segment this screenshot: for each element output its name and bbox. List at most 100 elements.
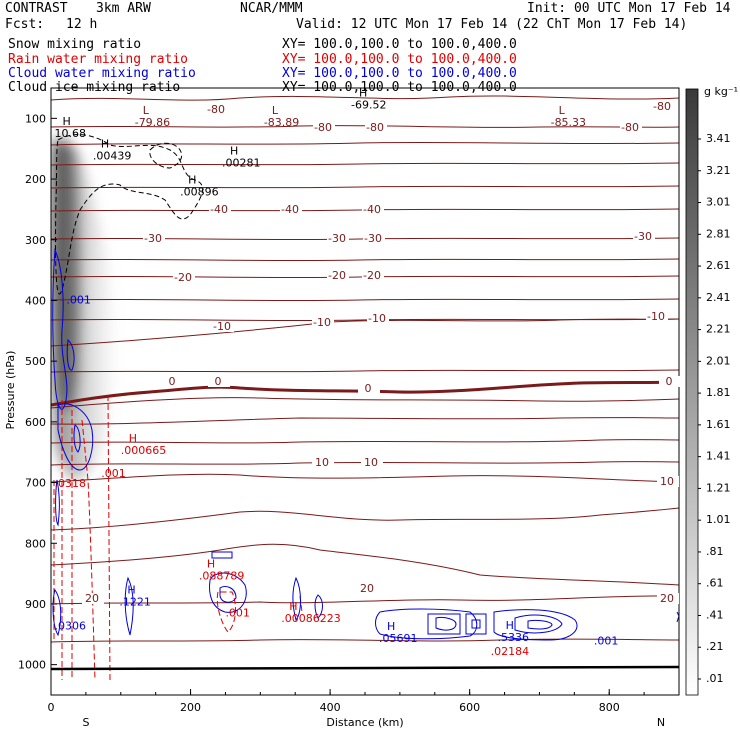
isotherm-label-24: 10: [364, 456, 378, 469]
colorbar-label-16: 3.21: [706, 164, 731, 177]
colorbar-label-1: .21: [706, 640, 724, 653]
colorbar: .01 .21 .41 .61 .81 1.01 1.21 1.41 1.61 1.81 2.01 2…: [685, 85, 738, 696]
field-rain: Rain water mixing ratio: [8, 52, 189, 67]
extrema-value-18: .5336: [498, 631, 529, 644]
y-tick-label-300: 300: [25, 234, 46, 247]
y-tick-label-700: 700: [25, 477, 46, 490]
isotherm-labels: -80 -80 -80 -80 -80 -40 -40 -40 -30 -30 -30 -30 -20 -…: [82, 100, 681, 605]
isotherm-label-17: -10: [368, 312, 386, 325]
zero-isotherm: [51, 380, 679, 407]
extrema-value-4: 10.68: [54, 127, 86, 140]
isotherm-label-14: -20: [363, 269, 381, 282]
colorbar-label-0: .01: [706, 672, 724, 685]
axes: 0 200 400 600 800100200300400500600700800900…: [18, 112, 680, 714]
colorbar-label-9: 1.81: [706, 386, 731, 399]
cloud-water-contours: [52, 248, 679, 641]
field-rain-xy: XY= 100.0,100.0 to 100.0,400.0: [282, 52, 517, 67]
extrema-value-6: .00281: [222, 156, 261, 169]
y-axis-title: Pressure (hPa): [4, 351, 17, 430]
extrema-value-7: .00896: [180, 185, 219, 198]
colorbar-label-14: 2.81: [706, 227, 731, 240]
colorbar-label-4: .81: [706, 545, 724, 558]
y-tick-label-200: 200: [25, 173, 46, 186]
extrema-mark-4: H: [62, 115, 70, 128]
extrema-mark-14: H: [207, 558, 215, 571]
isotherm-label-15: -10: [213, 320, 231, 333]
extrema-mark-7: H: [188, 173, 196, 186]
extrema-value-15: .001: [225, 607, 250, 620]
colorbar-label-6: 1.21: [706, 481, 731, 494]
isotherm-label-8: -30: [144, 232, 162, 245]
extrema-mark-9: H: [129, 432, 137, 445]
isotherm-label-11: -30: [634, 230, 652, 243]
x-tick-label-600: 600: [459, 701, 480, 714]
model-title: CONTRAST: [5, 1, 68, 16]
colorbar-label-3: .61: [706, 577, 724, 590]
extrema-mark-17: H: [387, 620, 395, 633]
surface-line: [50, 665, 680, 671]
y-tick-label-500: 500: [25, 355, 46, 368]
extrema-mark-6: H: [230, 144, 238, 157]
isotherm-label-12: -20: [174, 271, 192, 284]
extrema-value-19: .02184: [491, 645, 529, 658]
colorbar-unit: g kg⁻¹: [704, 85, 738, 98]
y-tick-label-600: 600: [25, 416, 46, 429]
extrema-mark-3: L: [559, 104, 566, 117]
colorbar-label-17: 3.41: [706, 132, 731, 145]
isotherm-label-21: 0: [365, 382, 372, 395]
cloud-ice-contours: [55, 134, 204, 295]
isotherms: [51, 95, 679, 643]
extrema-value-10: .001: [101, 467, 126, 480]
extrema-value-20: .001: [594, 635, 619, 648]
y-tick-label-900: 900: [25, 598, 46, 611]
forecast-hours: 12 h: [66, 17, 98, 32]
extrema-value-2: -69.52: [351, 99, 386, 112]
forecast-label: Fcst:: [5, 17, 45, 32]
isotherm-label-6: -40: [281, 203, 299, 216]
isotherm-label-3: -80: [314, 121, 332, 134]
snow-shading: [51, 137, 119, 480]
isotherm-label-27: 20: [360, 582, 374, 595]
field-cloud-water-xy: XY= 100.0,100.0 to 100.0,400.0: [282, 66, 517, 81]
isotherm-label-7: -40: [363, 203, 381, 216]
extrema-value-13: .0306: [54, 619, 86, 632]
field-cloud-water: Cloud water mixing ratio: [8, 66, 196, 81]
x-tick-label-200: 200: [180, 701, 201, 714]
y-tick-label-1000: 1000: [18, 659, 46, 672]
isotherm-label-20: 0: [215, 375, 222, 388]
field-snow-xy: XY= 100.0,100.0 to 100.0,400.0: [282, 37, 517, 52]
field-snow: Snow mixing ratio: [8, 37, 142, 52]
extrema-value-3: -85.33: [551, 116, 586, 129]
colorbar-label-12: 2.41: [706, 291, 731, 304]
extrema-labels: L-79.86L-83.89H-69.52 L-85.33H10.68H.0043…: [54, 87, 618, 658]
valid-time: Valid: 12 UTC Mon 17 Feb 14 (22 ChT Mon …: [296, 17, 688, 32]
isotherm-label-1: -80: [366, 121, 384, 134]
extrema-mark-0: L: [143, 104, 150, 117]
isotherm-label-16: -10: [313, 316, 331, 329]
x-tick-label-0: 0: [48, 701, 55, 714]
extrema-value-14: .088789: [199, 570, 245, 583]
colorbar-label-11: 2.21: [706, 323, 731, 336]
isotherm-label-5: -40: [210, 203, 228, 216]
x-end-label-north: N: [657, 716, 665, 729]
x-axis-title: Distance (km): [326, 716, 403, 729]
isotherm-label-19: 0: [169, 375, 176, 388]
x-tick-label-400: 400: [320, 701, 341, 714]
extrema-value-11: .0318: [54, 477, 86, 490]
extrema-value-12: .1221: [119, 596, 151, 609]
isotherm-label-23: 10: [315, 456, 329, 469]
colorbar-label-7: 1.41: [706, 450, 731, 463]
extrema-value-0: -79.86: [135, 116, 170, 129]
y-tick-label-800: 800: [25, 537, 46, 550]
isotherm-label-4: -80: [653, 100, 671, 113]
isotherm-label-0: -80: [207, 103, 225, 116]
model-resolution: 3km ARW: [96, 1, 151, 16]
colorbar-label-15: 3.01: [706, 196, 731, 209]
isotherm-label-13: -20: [328, 269, 346, 282]
extrema-mark-2: H: [359, 87, 367, 100]
isotherm-label-25: 10: [660, 475, 674, 488]
y-tick-label-100: 100: [25, 112, 46, 125]
extrema-value-16: .00086223: [281, 612, 341, 625]
colorbar-label-5: 1.01: [706, 513, 731, 526]
